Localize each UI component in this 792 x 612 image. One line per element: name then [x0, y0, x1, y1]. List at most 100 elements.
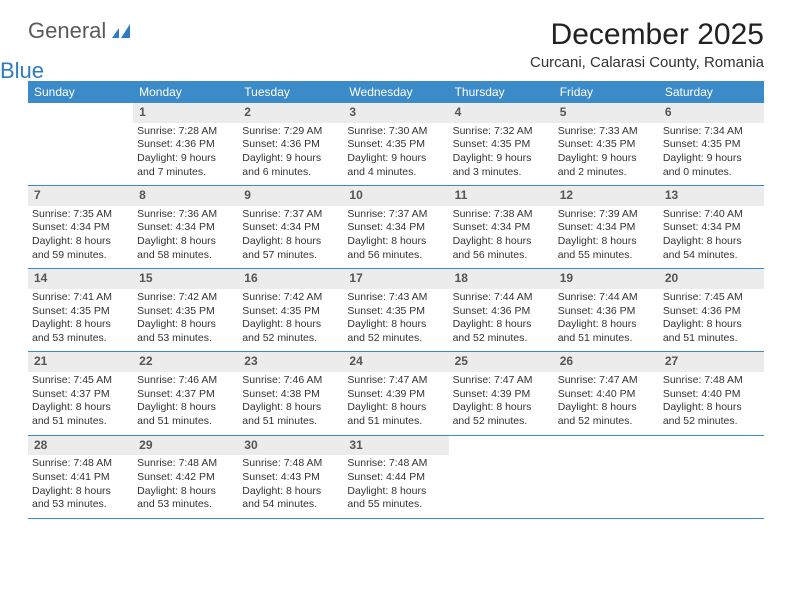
sunrise-text: Sunrise: 7:42 AM [242, 291, 339, 305]
sunrise-text: Sunrise: 7:38 AM [453, 208, 550, 222]
day-body: Sunrise: 7:48 AMSunset: 4:43 PMDaylight:… [238, 455, 343, 518]
sunrise-text: Sunrise: 7:46 AM [242, 374, 339, 388]
logo-text-blue: Blue [0, 58, 44, 83]
day-body: Sunrise: 7:29 AMSunset: 4:36 PMDaylight:… [238, 123, 343, 186]
sunset-text: Sunset: 4:43 PM [242, 471, 339, 485]
day-body: Sunrise: 7:43 AMSunset: 4:35 PMDaylight:… [343, 289, 448, 352]
daylight-text: Daylight: 9 hours and 0 minutes. [663, 152, 760, 179]
day-number: 10 [343, 186, 448, 206]
day-number: 22 [133, 352, 238, 372]
daylight-text: Daylight: 8 hours and 53 minutes. [137, 485, 234, 512]
day-body: Sunrise: 7:35 AMSunset: 4:34 PMDaylight:… [28, 206, 133, 269]
day-number: 25 [449, 352, 554, 372]
day-number: 27 [659, 352, 764, 372]
week-row: 1Sunrise: 7:28 AMSunset: 4:36 PMDaylight… [28, 103, 764, 186]
day-number: 20 [659, 269, 764, 289]
daylight-text: Daylight: 8 hours and 56 minutes. [453, 235, 550, 262]
sunset-text: Sunset: 4:36 PM [558, 305, 655, 319]
day-cell [28, 103, 133, 185]
daylight-text: Daylight: 8 hours and 58 minutes. [137, 235, 234, 262]
sunset-text: Sunset: 4:35 PM [347, 138, 444, 152]
sunset-text: Sunset: 4:35 PM [453, 138, 550, 152]
day-cell: 18Sunrise: 7:44 AMSunset: 4:36 PMDayligh… [449, 269, 554, 351]
daylight-text: Daylight: 8 hours and 52 minutes. [242, 318, 339, 345]
day-body: Sunrise: 7:41 AMSunset: 4:35 PMDaylight:… [28, 289, 133, 352]
sunrise-text: Sunrise: 7:29 AM [242, 125, 339, 139]
day-body: Sunrise: 7:45 AMSunset: 4:37 PMDaylight:… [28, 372, 133, 435]
day-number: 29 [133, 436, 238, 456]
day-cell: 19Sunrise: 7:44 AMSunset: 4:36 PMDayligh… [554, 269, 659, 351]
weeks-container: 1Sunrise: 7:28 AMSunset: 4:36 PMDaylight… [28, 103, 764, 519]
sunset-text: Sunset: 4:36 PM [663, 305, 760, 319]
day-body: Sunrise: 7:37 AMSunset: 4:34 PMDaylight:… [343, 206, 448, 269]
sunrise-text: Sunrise: 7:48 AM [32, 457, 129, 471]
daylight-text: Daylight: 8 hours and 55 minutes. [347, 485, 444, 512]
day-cell: 2Sunrise: 7:29 AMSunset: 4:36 PMDaylight… [238, 103, 343, 185]
daylight-text: Daylight: 8 hours and 52 minutes. [453, 401, 550, 428]
weekday-header: Saturday [659, 81, 764, 103]
daylight-text: Daylight: 9 hours and 6 minutes. [242, 152, 339, 179]
day-body: Sunrise: 7:47 AMSunset: 4:39 PMDaylight:… [343, 372, 448, 435]
daylight-text: Daylight: 8 hours and 52 minutes. [663, 401, 760, 428]
day-body: Sunrise: 7:46 AMSunset: 4:38 PMDaylight:… [238, 372, 343, 435]
logo-sails-icon [112, 18, 134, 32]
day-body: Sunrise: 7:37 AMSunset: 4:34 PMDaylight:… [238, 206, 343, 269]
day-body: Sunrise: 7:44 AMSunset: 4:36 PMDaylight:… [449, 289, 554, 352]
day-number: 23 [238, 352, 343, 372]
sunset-text: Sunset: 4:35 PM [32, 305, 129, 319]
day-number: 12 [554, 186, 659, 206]
sunrise-text: Sunrise: 7:47 AM [347, 374, 444, 388]
daylight-text: Daylight: 8 hours and 51 minutes. [242, 401, 339, 428]
day-body: Sunrise: 7:40 AMSunset: 4:34 PMDaylight:… [659, 206, 764, 269]
day-body: Sunrise: 7:45 AMSunset: 4:36 PMDaylight:… [659, 289, 764, 352]
day-cell: 3Sunrise: 7:30 AMSunset: 4:35 PMDaylight… [343, 103, 448, 185]
title-block: December 2025 Curcani, Calarasi County, … [530, 18, 764, 71]
day-cell: 21Sunrise: 7:45 AMSunset: 4:37 PMDayligh… [28, 352, 133, 434]
day-body: Sunrise: 7:48 AMSunset: 4:44 PMDaylight:… [343, 455, 448, 518]
day-body: Sunrise: 7:36 AMSunset: 4:34 PMDaylight:… [133, 206, 238, 269]
calendar-grid: Sunday Monday Tuesday Wednesday Thursday… [28, 81, 764, 519]
day-number: 19 [554, 269, 659, 289]
sunrise-text: Sunrise: 7:48 AM [137, 457, 234, 471]
daylight-text: Daylight: 8 hours and 55 minutes. [558, 235, 655, 262]
daylight-text: Daylight: 8 hours and 51 minutes. [663, 318, 760, 345]
week-row: 28Sunrise: 7:48 AMSunset: 4:41 PMDayligh… [28, 436, 764, 519]
day-cell: 20Sunrise: 7:45 AMSunset: 4:36 PMDayligh… [659, 269, 764, 351]
sunset-text: Sunset: 4:35 PM [663, 138, 760, 152]
week-row: 7Sunrise: 7:35 AMSunset: 4:34 PMDaylight… [28, 186, 764, 269]
sunset-text: Sunset: 4:40 PM [558, 388, 655, 402]
calendar-page: General Blue December 2025 Curcani, Cala… [0, 0, 792, 529]
day-number: 21 [28, 352, 133, 372]
sunset-text: Sunset: 4:44 PM [347, 471, 444, 485]
day-cell [449, 436, 554, 518]
day-number: 13 [659, 186, 764, 206]
day-cell [659, 436, 764, 518]
sunrise-text: Sunrise: 7:42 AM [137, 291, 234, 305]
sunrise-text: Sunrise: 7:32 AM [453, 125, 550, 139]
day-body: Sunrise: 7:42 AMSunset: 4:35 PMDaylight:… [133, 289, 238, 352]
sunrise-text: Sunrise: 7:37 AM [242, 208, 339, 222]
daylight-text: Daylight: 9 hours and 4 minutes. [347, 152, 444, 179]
page-title: December 2025 [530, 18, 764, 52]
daylight-text: Daylight: 8 hours and 51 minutes. [32, 401, 129, 428]
day-number: 5 [554, 103, 659, 123]
day-cell: 29Sunrise: 7:48 AMSunset: 4:42 PMDayligh… [133, 436, 238, 518]
day-number: 16 [238, 269, 343, 289]
daylight-text: Daylight: 9 hours and 3 minutes. [453, 152, 550, 179]
day-cell: 22Sunrise: 7:46 AMSunset: 4:37 PMDayligh… [133, 352, 238, 434]
day-cell: 15Sunrise: 7:42 AMSunset: 4:35 PMDayligh… [133, 269, 238, 351]
sunrise-text: Sunrise: 7:39 AM [558, 208, 655, 222]
sunrise-text: Sunrise: 7:45 AM [663, 291, 760, 305]
daylight-text: Daylight: 8 hours and 53 minutes. [32, 485, 129, 512]
sunset-text: Sunset: 4:37 PM [137, 388, 234, 402]
daylight-text: Daylight: 8 hours and 54 minutes. [242, 485, 339, 512]
daylight-text: Daylight: 8 hours and 53 minutes. [137, 318, 234, 345]
sunset-text: Sunset: 4:37 PM [32, 388, 129, 402]
logo: General Blue [28, 18, 134, 70]
day-body: Sunrise: 7:48 AMSunset: 4:40 PMDaylight:… [659, 372, 764, 435]
day-number: 6 [659, 103, 764, 123]
day-number: 14 [28, 269, 133, 289]
daylight-text: Daylight: 9 hours and 2 minutes. [558, 152, 655, 179]
day-number: 30 [238, 436, 343, 456]
sunrise-text: Sunrise: 7:47 AM [453, 374, 550, 388]
